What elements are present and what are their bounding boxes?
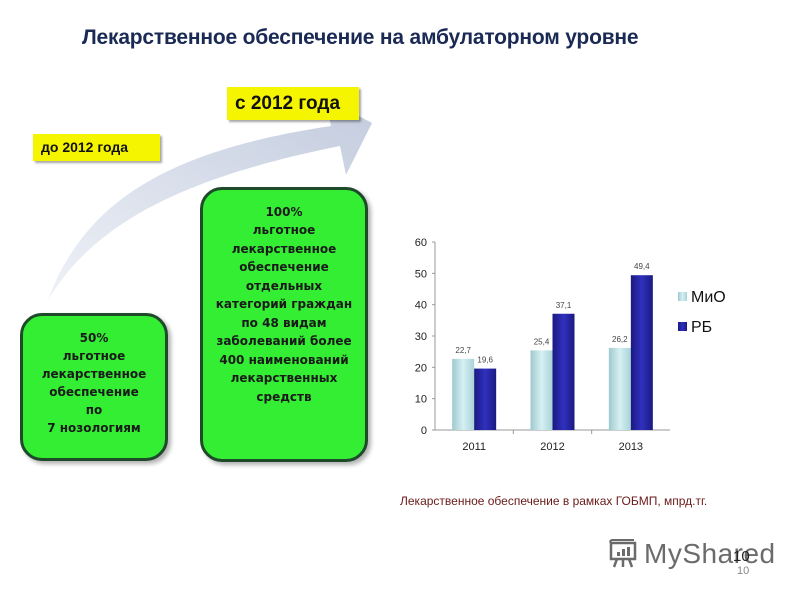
bar [552,313,575,430]
box-line: лекарственных [230,371,338,386]
box-line: 50% [79,331,109,345]
bar [530,350,553,430]
box-line: лекарственное [231,241,337,256]
bar-value-label: 19,6 [477,356,493,365]
growth-arrow-icon [48,98,372,300]
bar [608,347,631,430]
label-since-2012: с 2012 года [227,87,359,120]
box-line: по [85,403,103,417]
box-line: лекарственное [41,367,147,381]
chart-legend: МиО РБ [678,289,726,336]
box-line: 7 нозологиям [47,421,141,435]
bar-value-label: 37,1 [556,301,572,310]
label-before-2012: до 2012 года [33,134,160,161]
x-tick-label: 2013 [619,441,643,453]
y-tick-label: 50 [415,268,427,280]
legend-label: РБ [691,319,712,336]
box-line: 100% [265,204,303,219]
box-line: обеспечение [49,385,139,399]
box-line: по 48 видам [241,315,327,330]
box-line: средств [256,389,312,404]
legend-label: МиО [691,289,726,306]
box-line: льготное [62,349,126,363]
bar [630,275,653,430]
y-tick-label: 20 [415,362,427,374]
bar-value-label: 26,2 [612,335,628,344]
box-since-2012: 100% льготное лекарственное обеспечение … [200,187,368,462]
box-line: категорий граждан [215,297,353,312]
y-tick-label: 10 [415,394,427,406]
box-line: отдельных [245,278,323,293]
box-line: обеспечение [239,260,329,275]
y-tick-label: 0 [421,425,427,437]
bar-value-label: 22,7 [455,346,471,355]
page-number-overlay: 10 [733,548,750,565]
myshared-watermark: MyShared [608,538,776,570]
chart-caption: Лекарственное обеспечение в рамках ГОБМП… [400,494,708,508]
watermark-text: MyShared [644,538,776,569]
box-line: заболеваний более [216,334,352,349]
y-tick-label: 60 [415,237,427,249]
box-line: льготное [252,223,316,238]
x-tick-label: 2011 [462,441,486,453]
chart-bars: 22,7 19,6 25,4 37,1 26,2 49,4 [452,262,653,430]
presentation-board-icon [609,539,637,568]
slide-title: Лекарственное обеспечение на амбулаторно… [82,26,639,49]
bar-chart: 0 10 20 30 40 50 60 2011 2012 2013 22,7 19,6 25,4 37… [415,237,726,453]
legend-swatch [678,322,687,331]
bar [452,358,475,430]
page-number: 10 [737,565,750,577]
bar-value-label: 49,4 [634,262,650,271]
y-tick-label: 30 [415,331,427,343]
legend-swatch [678,292,687,301]
bar-value-label: 25,4 [534,337,550,346]
chart-axes: 0 10 20 30 40 50 60 2011 2012 2013 [415,237,670,453]
bar [474,368,497,430]
y-tick-label: 40 [415,300,427,312]
box-before-2012: 50% льготное лекарственное обеспечение п… [20,313,168,461]
x-tick-label: 2012 [540,441,564,453]
box-line: 400 наименований [219,352,349,367]
